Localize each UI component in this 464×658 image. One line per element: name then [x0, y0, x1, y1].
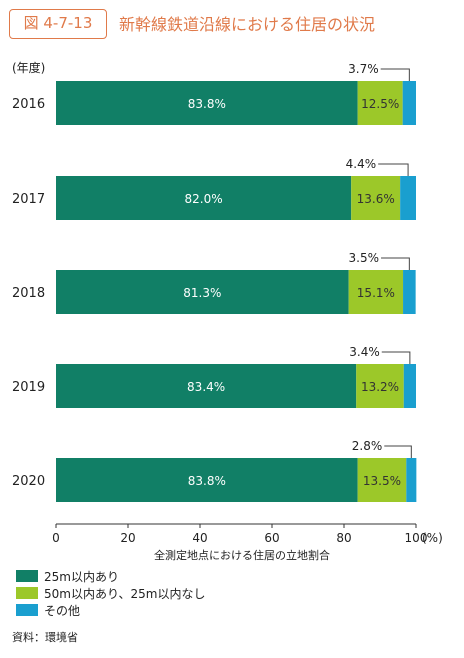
bar-segment — [56, 176, 352, 220]
bar-segment — [56, 81, 358, 125]
bar-segment — [56, 458, 358, 502]
bar-segment — [403, 270, 416, 314]
bar-labels-layer: 83.8% 12.5% 82.0% 13.6% 81.3% 15.1% 83.4% 13.2%… — [183, 97, 401, 488]
data-label: 13.6% — [357, 192, 395, 206]
callout-line — [381, 351, 411, 364]
callout-line — [384, 445, 412, 458]
bar-segment — [403, 364, 416, 408]
legend-swatch — [16, 587, 38, 599]
data-label: 83.4% — [187, 380, 225, 394]
bar-segment — [56, 364, 357, 408]
bar-segment — [400, 176, 416, 220]
x-tick-label: 80 — [336, 531, 351, 545]
data-label: 13.5% — [363, 474, 401, 488]
legend-swatch — [16, 570, 38, 582]
data-label: 3.7% — [348, 62, 379, 76]
x-ticks-layer: 0 20 40 60 80 100 — [52, 524, 427, 545]
data-label: 83.8% — [188, 97, 226, 111]
x-tick-label: 100 — [405, 531, 428, 545]
x-axis-label: 全測定地点における住居の立地割合 — [154, 548, 330, 562]
callout-line — [381, 257, 410, 270]
x-tick-label: 60 — [264, 531, 279, 545]
legend-label: 25m以内あり — [44, 570, 119, 584]
year-label: 2019 — [12, 380, 45, 395]
x-axis-unit: (%) — [422, 531, 443, 545]
callout-line — [380, 68, 410, 81]
data-label: 82.0% — [185, 192, 223, 206]
x-tick-label: 0 — [52, 531, 60, 545]
bar-segment — [402, 81, 416, 125]
figure-number: 図 4-7-13 — [9, 9, 107, 39]
bar-segment — [357, 458, 407, 502]
data-label: 4.4% — [346, 157, 377, 171]
data-label: 81.3% — [183, 286, 221, 300]
data-label: 15.1% — [357, 286, 395, 300]
figure-title: 新幹線鉄道沿線における住居の状況 — [119, 15, 376, 34]
year-axis-header: (年度) — [12, 60, 45, 75]
year-label: 2018 — [12, 286, 45, 301]
data-label: 3.4% — [349, 345, 380, 359]
bar-segment — [56, 270, 349, 314]
callouts-layer: 3.7% 4.4% 3.5% 3.4% 2.8% — [346, 62, 412, 458]
year-label: 2020 — [12, 474, 45, 489]
data-label: 2.8% — [352, 439, 383, 453]
source-note: 資料：環境省 — [12, 631, 78, 644]
bars-layer — [56, 81, 417, 502]
x-tick-label: 20 — [120, 531, 135, 545]
data-label: 13.2% — [361, 380, 399, 394]
data-label: 12.5% — [361, 97, 399, 111]
data-label: 3.5% — [349, 251, 380, 265]
stacked-bar-chart: (年度) 83.8% 12.5% 82.0% 13.6% 81.3% 15.1% 83.4%… — [12, 60, 443, 618]
callout-line — [378, 163, 409, 176]
legend-swatch — [16, 604, 38, 616]
bar-segment — [406, 458, 417, 502]
year-labels-layer: 2016 2017 2018 2019 2020 — [12, 97, 45, 489]
data-label: 83.8% — [188, 474, 226, 488]
bar-segment — [348, 270, 404, 314]
bar-segment — [357, 81, 403, 125]
bar-segment — [356, 364, 404, 408]
year-label: 2016 — [12, 97, 45, 112]
legend-label: 50m以内あり、25m以内なし — [44, 587, 205, 601]
x-tick-label: 40 — [192, 531, 207, 545]
year-label: 2017 — [12, 192, 45, 207]
bar-segment — [351, 176, 401, 220]
legend-label: その他 — [44, 604, 80, 618]
